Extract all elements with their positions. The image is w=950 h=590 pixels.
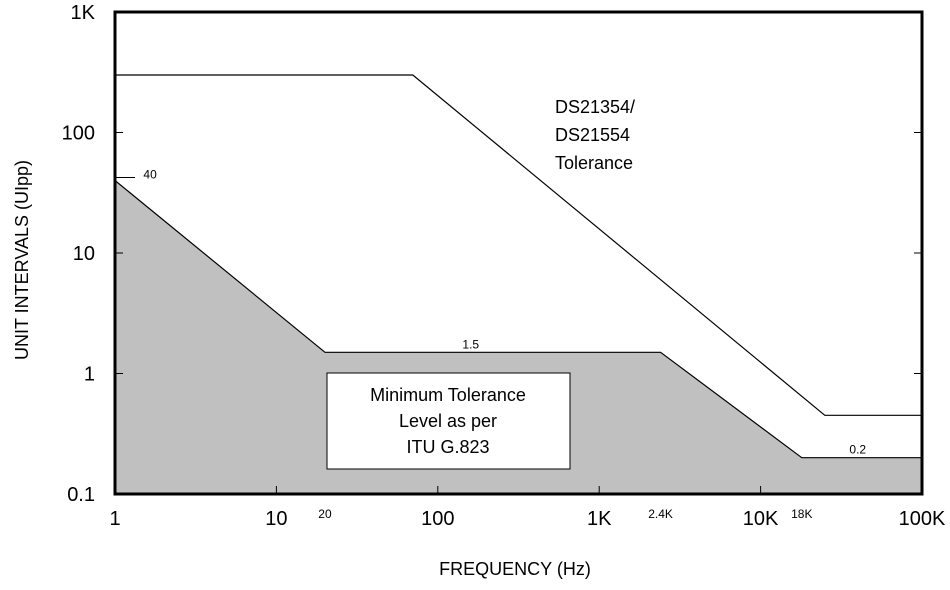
y-axis-title: UNIT INTERVALS (UIpp) — [12, 160, 32, 360]
point-labels: 40 1.5 0.2 20 2.4K 18K — [143, 167, 866, 521]
itu-annotation-box: Minimum Tolerance Level as per ITU G.823 — [326, 372, 571, 470]
point-label-1: 1.5 — [462, 337, 479, 351]
ds-annotation-line-3: Tolerance — [555, 153, 633, 173]
series-line-0 — [114, 180, 922, 459]
x-tick-label-5: 100K — [899, 508, 946, 530]
x-tick-label-4: 10K — [743, 508, 779, 530]
ds-tolerance-annotation: DS21354/ DS21554 Tolerance — [555, 97, 635, 173]
x-tick-label-3: 1K — [587, 508, 612, 530]
y-tick-label-2: 10 — [73, 243, 95, 265]
point-label-2: 0.2 — [849, 443, 866, 457]
point-label-5: 18K — [791, 507, 812, 521]
plot-frame — [113, 10, 924, 496]
ds-annotation-line-2: DS21554 — [555, 125, 630, 145]
x-tick-label-1: 10 — [265, 508, 287, 530]
point-label-4: 2.4K — [648, 507, 673, 521]
point-label-3: 20 — [318, 507, 332, 521]
series-line-1 — [115, 74, 922, 416]
series-fill-0 — [115, 180, 922, 494]
itu-box-line-3: ITU G.823 — [406, 437, 489, 457]
tick-labels: 1 10 100 1K 10K 100K 0.1 1 10 100 1K — [62, 2, 946, 530]
itu-box-frame — [326, 372, 571, 470]
x-axis-title: FREQUENCY (Hz) — [439, 559, 591, 579]
point-label-0: 40 — [143, 167, 157, 181]
area-fills — [115, 180, 922, 494]
y-tick-label-0: 0.1 — [67, 484, 95, 506]
series-lines — [114, 74, 922, 459]
y-tick-label-4: 1K — [71, 2, 96, 24]
y-tick-label-3: 100 — [62, 123, 95, 145]
itu-box-line-2: Level as per — [399, 411, 497, 431]
ds-annotation-line-1: DS21354/ — [555, 97, 635, 117]
itu-box-line-1: Minimum Tolerance — [370, 385, 526, 405]
y-tick-label-1: 1 — [84, 364, 95, 386]
x-tick-label-0: 1 — [109, 508, 120, 530]
x-tick-label-2: 100 — [421, 508, 454, 530]
